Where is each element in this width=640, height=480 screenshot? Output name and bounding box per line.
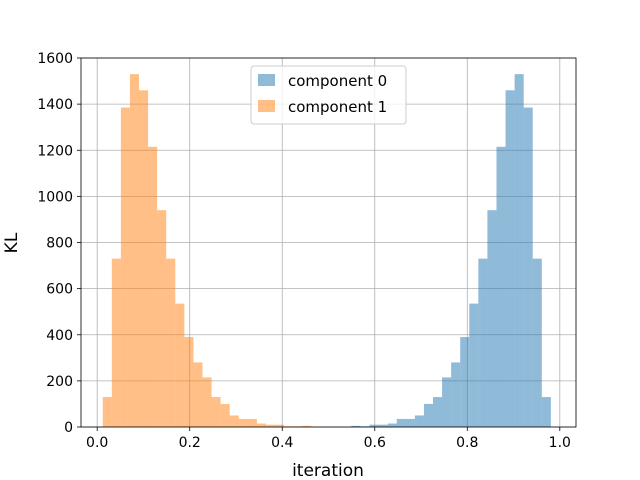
histogram-bar-component-1 bbox=[111, 258, 121, 427]
histogram-bar-component-1 bbox=[202, 377, 212, 427]
x-axis-ticks: 0.0 0.2 0.4 0.6 0.8 1.0 bbox=[86, 427, 571, 451]
histogram-bar-component-0 bbox=[460, 337, 470, 427]
histogram-bar-component-1 bbox=[265, 424, 276, 427]
y-tick-label: 1600 bbox=[37, 51, 73, 67]
histogram-bar-component-1 bbox=[175, 303, 185, 427]
y-axis-ticks: 0 200 400 600 800 1000 1200 1400 1600 bbox=[37, 51, 81, 436]
histogram-bar-component-1 bbox=[148, 146, 158, 427]
histogram-bar-component-0 bbox=[351, 425, 361, 427]
histogram-bar-component-1 bbox=[220, 403, 230, 427]
legend-swatch-component-1 bbox=[258, 100, 275, 112]
x-tick-label: 1.0 bbox=[549, 435, 571, 451]
y-tick-label: 800 bbox=[46, 236, 73, 252]
histogram-bar-component-1 bbox=[211, 397, 221, 427]
y-tick-label: 0 bbox=[64, 420, 73, 436]
x-tick-label: 0.0 bbox=[86, 435, 108, 451]
histogram-bar-component-0 bbox=[523, 107, 533, 427]
y-tick-label: 200 bbox=[46, 374, 73, 390]
legend: component 0 component 1 bbox=[250, 65, 407, 125]
histogram-bar-component-0 bbox=[505, 90, 515, 427]
histogram-bar-component-1 bbox=[193, 362, 203, 427]
y-tick-label: 1200 bbox=[37, 143, 73, 159]
histogram-bar-component-1 bbox=[247, 418, 257, 427]
histogram-bar-component-0 bbox=[532, 258, 542, 427]
histogram-bar-component-1 bbox=[139, 90, 149, 427]
histogram-bar-component-1 bbox=[256, 423, 266, 427]
histogram-bar-component-0 bbox=[469, 303, 479, 427]
x-tick-label: 0.4 bbox=[271, 435, 293, 451]
legend-label-component-1: component 1 bbox=[288, 98, 387, 116]
histogram-bar-component-0 bbox=[541, 397, 551, 427]
legend-box bbox=[250, 65, 407, 125]
histogram-bar-component-0 bbox=[451, 362, 461, 427]
histogram-bar-component-0 bbox=[487, 210, 497, 427]
series-component-1-bars bbox=[102, 74, 312, 428]
histogram-bar-component-0 bbox=[433, 397, 443, 427]
histogram-bar-component-1 bbox=[120, 107, 130, 427]
histogram-bar-component-1 bbox=[157, 210, 167, 427]
histogram-bar-component-1 bbox=[129, 74, 140, 428]
histogram-bar-component-1 bbox=[302, 425, 312, 427]
x-tick-label: 0.6 bbox=[364, 435, 386, 451]
histogram-bar-component-0 bbox=[405, 418, 415, 427]
histogram-bar-component-1 bbox=[229, 415, 239, 427]
histogram-bar-component-1 bbox=[184, 337, 194, 427]
histogram-bar-component-1 bbox=[166, 258, 176, 427]
histogram-bar-component-0 bbox=[369, 424, 379, 427]
histogram-bar-component-0 bbox=[387, 423, 397, 427]
y-tick-label: 600 bbox=[46, 282, 73, 298]
histogram-bar-component-1 bbox=[238, 418, 248, 427]
histogram-bar-component-0 bbox=[496, 146, 506, 427]
histogram-bar-component-0 bbox=[396, 418, 406, 427]
histogram-bar-component-0 bbox=[478, 258, 488, 427]
y-axis-title: KL bbox=[2, 232, 22, 253]
x-axis-title: iteration bbox=[292, 461, 364, 480]
legend-label-component-0: component 0 bbox=[288, 72, 387, 90]
x-tick-label: 0.8 bbox=[456, 435, 478, 451]
series-component-0-bars bbox=[351, 74, 551, 428]
histogram-bar-component-0 bbox=[442, 377, 452, 427]
y-tick-label: 1000 bbox=[37, 189, 73, 205]
histogram-bar-component-1 bbox=[102, 397, 112, 427]
histogram-bar-component-1 bbox=[275, 424, 285, 427]
x-tick-label: 0.2 bbox=[179, 435, 201, 451]
y-tick-label: 1400 bbox=[37, 97, 73, 113]
legend-swatch-component-0 bbox=[258, 74, 275, 86]
histogram-bar-component-0 bbox=[514, 74, 524, 428]
histogram-bar-component-0 bbox=[423, 403, 434, 427]
y-tick-label: 400 bbox=[46, 328, 73, 344]
histogram-bar-component-0 bbox=[378, 424, 388, 427]
histogram-bar-component-0 bbox=[414, 415, 424, 427]
